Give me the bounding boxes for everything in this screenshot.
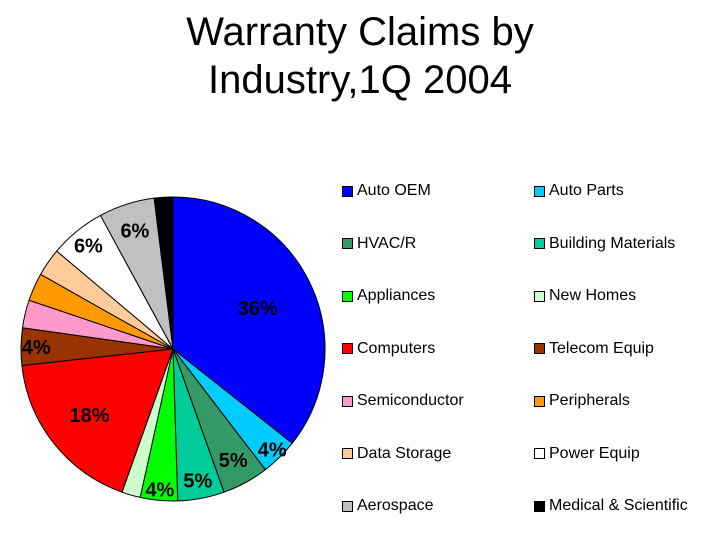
pie-slice-medical-and-scientific: [153, 196, 174, 350]
slice-label-power-equip: 6%: [74, 235, 103, 257]
slice-label-auto-oem: 36%: [238, 298, 278, 320]
slice-label-building-materials: 5%: [183, 470, 212, 492]
slice-label-computers: 18%: [69, 405, 109, 427]
slice-label-hvac-r: 5%: [219, 450, 248, 472]
slice-label-telecom-equip: 4%: [22, 337, 51, 359]
chart-title-line-2: Industry,1Q 2004: [208, 58, 512, 102]
pie-slice-computers: [21, 348, 174, 493]
slice-label-auto-parts: 4%: [258, 440, 287, 462]
slice-label-appliances: 4%: [145, 480, 174, 502]
pie-slice-auto-oem: [172, 196, 326, 444]
slice-label-aerospace: 6%: [120, 220, 149, 242]
chart-title-line-1: Warranty Claims by: [186, 10, 534, 54]
chart-title: Warranty Claims by Industry,1Q 2004: [0, 8, 720, 104]
